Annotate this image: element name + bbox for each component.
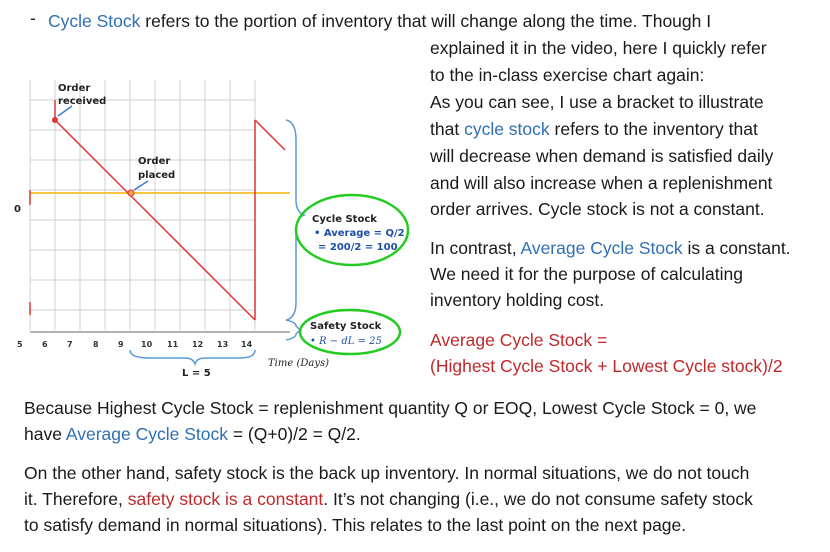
x-tick-10: 10 (141, 340, 153, 349)
sawtooth-decline-2 (254, 119, 286, 151)
intro-line-6: will decrease when demand is satisfied d… (430, 146, 774, 166)
safety-stock-bracket (285, 319, 302, 341)
x-tick-11: 11 (167, 340, 179, 349)
safety-line-2-post: . It’s not changing (i.e., we do not con… (323, 489, 753, 509)
cycle-stock-term-2: cycle stock (464, 119, 550, 139)
cycle-box-line3: = 200/2 = 100 (318, 242, 398, 253)
x-tick-6: 6 (42, 340, 48, 349)
order-received-label-2: received (58, 96, 106, 107)
cycle-stock-term: Cycle Stock (48, 11, 141, 31)
because-line-2: have Average Cycle Stock = (Q+0)/2 = Q/2… (24, 421, 361, 448)
safety-line-2: it. Therefore, safety stock is a constan… (24, 486, 753, 513)
average-cycle-stock-term: Average Cycle Stock (520, 238, 683, 258)
cycle-box-line2: • Average = Q/2 (314, 228, 405, 239)
contrast-line-3: inventory holding cost. (430, 290, 605, 310)
lead-time-bracket (129, 349, 256, 367)
x-tick-9: 9 (118, 340, 124, 349)
x-tick-12: 12 (192, 340, 203, 349)
order-placed-label-1: Order (138, 156, 170, 167)
safety-line-3: to satisfy demand in normal situations).… (24, 515, 687, 535)
because-line-2-post: = (Q+0)/2 = Q/2. (227, 424, 361, 444)
intro-line-3: to the in-class exercise chart again: (430, 65, 705, 85)
inventory-chart: Order received Order placed 0 5 6 7 8 9 … (14, 80, 410, 379)
cycle-stock-bracket (285, 119, 307, 321)
intro-line-5: that cycle stock refers to the inventory… (430, 116, 758, 143)
contrast-line-2: We need it for the purpose of calculatin… (430, 264, 743, 284)
average-cycle-stock-term-2: Average Cycle Stock (65, 424, 228, 444)
order-placed-arrow (133, 180, 149, 191)
formula-line-1: Average Cycle Stock = (430, 330, 608, 350)
contrast-pre: In contrast, (430, 238, 521, 258)
formula-line-2: (Highest Cycle Stock + Lowest Cycle stoc… (430, 356, 783, 376)
bullet-dash: - (30, 8, 36, 28)
safety-box-title: Safety Stock (310, 321, 382, 332)
chart-grid (29, 80, 256, 330)
intro-line-5-post: refers to the inventory that (549, 119, 758, 139)
x-tick-7: 7 (67, 340, 73, 349)
safety-stock-constant-term: safety stock is a constant (127, 489, 324, 509)
order-received-label-1: Order (58, 83, 90, 94)
intro-line-7: and will also increase when a replenishm… (430, 173, 773, 193)
x-tick-5: 5 (17, 340, 23, 349)
safety-line-2-pre: it. Therefore, (24, 489, 128, 509)
contrast-line-1: In contrast, Average Cycle Stock is a co… (430, 235, 791, 262)
time-axis-label: Time (Days) (268, 358, 329, 369)
intro-line-1-rest: refers to the portion of inventory that … (140, 11, 712, 31)
cycle-box-title: Cycle Stock (312, 214, 377, 225)
order-received-point (52, 117, 58, 123)
x-tick-13: 13 (217, 340, 228, 349)
intro-line-2: explained it in the video, here I quickl… (430, 38, 767, 58)
order-placed-point (127, 189, 135, 197)
x-tick-14: 14 (241, 340, 253, 349)
cycle-stock-circle (294, 193, 410, 267)
order-received-arrow (57, 105, 73, 117)
because-line-2-pre: have (24, 424, 66, 444)
safety-line-1: On the other hand, safety stock is the b… (24, 463, 750, 483)
intro-line-4: As you can see, I use a bracket to illus… (430, 92, 764, 112)
intro-line-5-pre: that (430, 119, 465, 139)
lead-time-label: L = 5 (182, 368, 211, 379)
order-placed-label-2: placed (138, 170, 175, 181)
safety-stock-circle (298, 308, 402, 356)
x-tick-8: 8 (93, 340, 99, 349)
safety-box-line2: • R − dL = 25 (310, 336, 382, 347)
intro-line-8: order arrives. Cycle stock is not a cons… (430, 199, 765, 219)
y-axis-zero: 0 (14, 204, 21, 215)
because-line-1: Because Highest Cycle Stock = replenishm… (24, 398, 757, 418)
contrast-post: is a constant. (682, 238, 791, 258)
sawtooth-decline-1 (54, 119, 256, 321)
intro-line-1: Cycle Stock refers to the portion of inv… (48, 8, 711, 35)
